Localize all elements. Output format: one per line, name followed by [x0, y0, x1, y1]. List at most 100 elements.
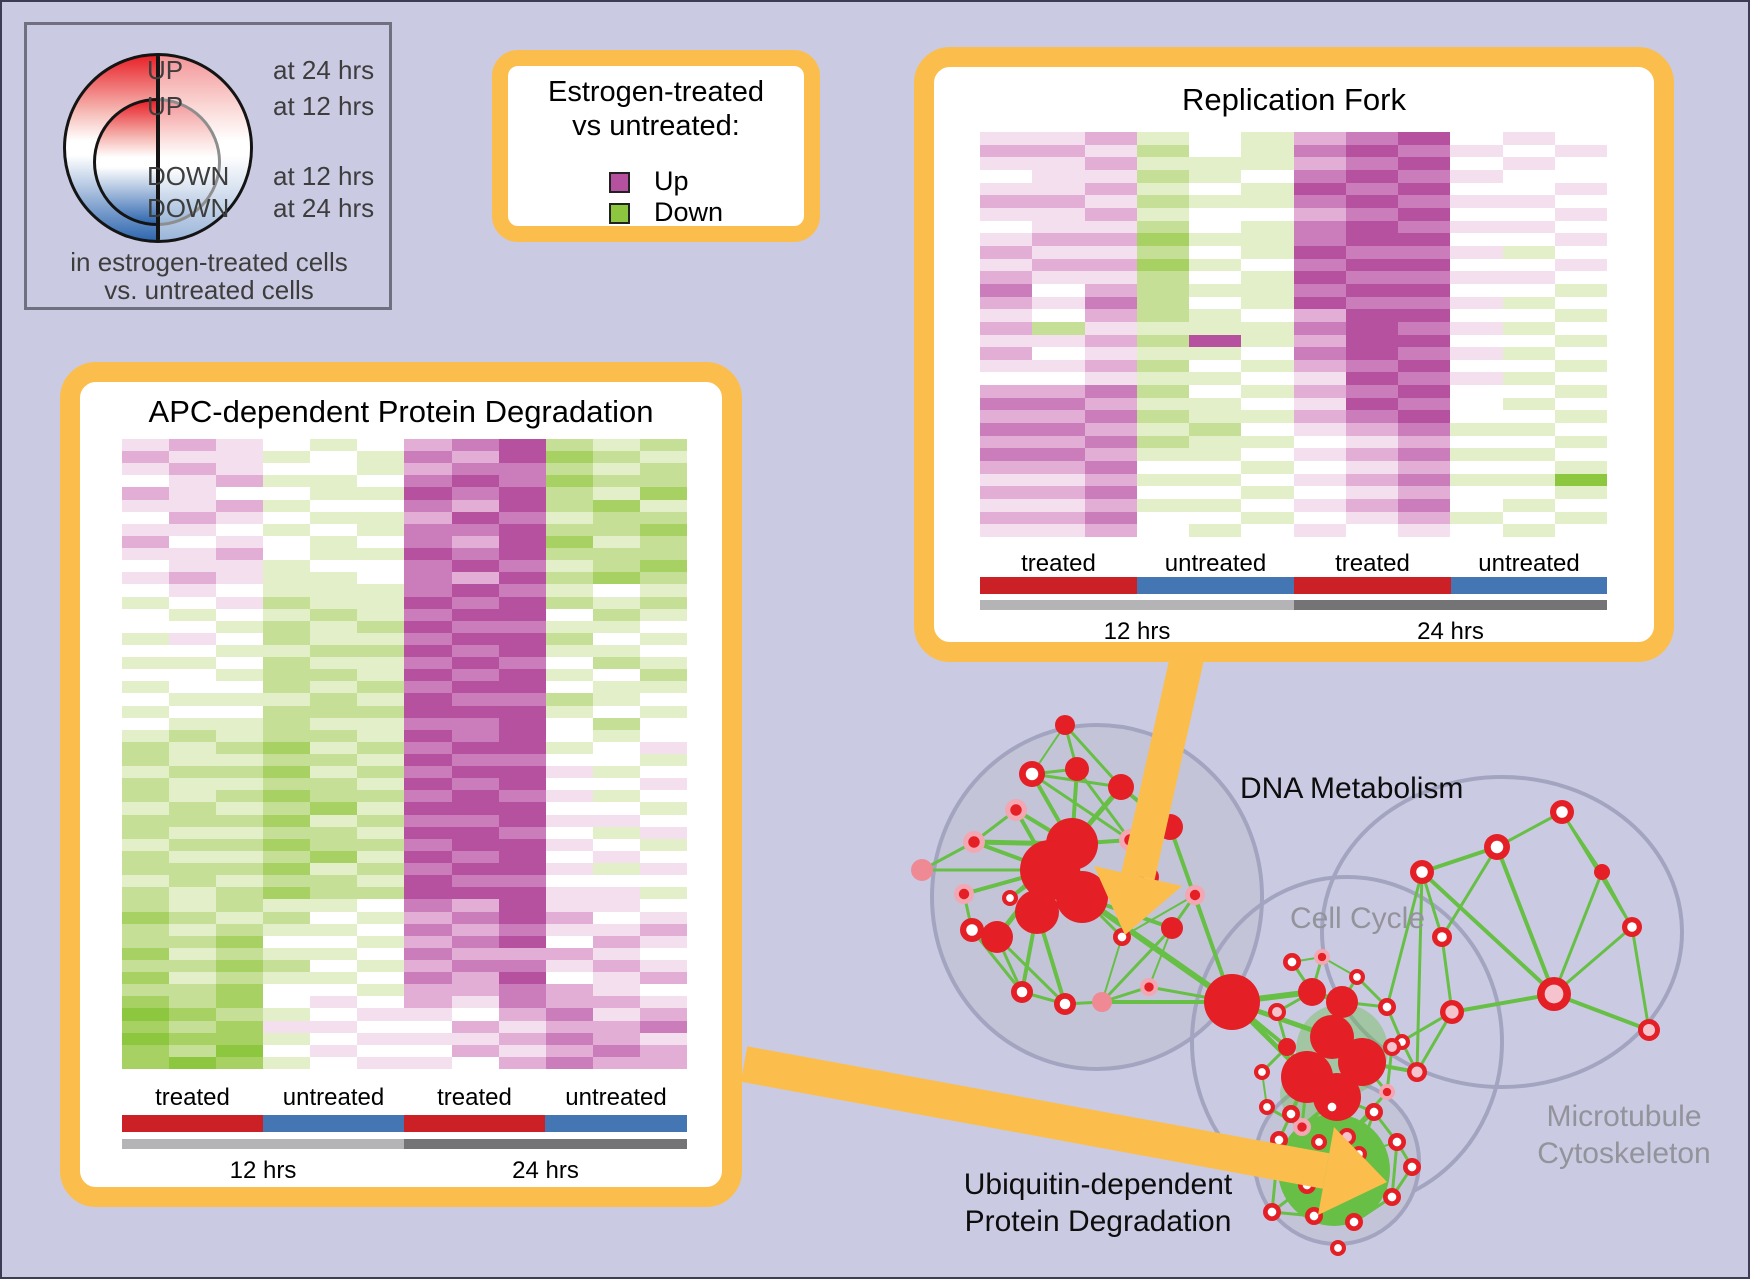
heatmap-cell	[1502, 245, 1555, 259]
heatmap-cell	[1084, 435, 1137, 449]
heatmap-cell	[1032, 359, 1085, 373]
heatmap-cell	[639, 620, 687, 633]
heatmap-cell	[1450, 359, 1503, 373]
heatmap-cell	[1032, 157, 1085, 170]
heatmap-cell	[1450, 233, 1503, 246]
heatmap-cell	[357, 911, 405, 924]
heatmap-cell	[1032, 435, 1085, 449]
heatmap-cell	[310, 959, 358, 973]
gene-node-pink-ring-center	[958, 888, 970, 900]
heatmap-cell	[639, 511, 687, 524]
heatmap-cell	[592, 535, 640, 549]
heatmap-cell	[263, 487, 311, 500]
heatmap-cell	[404, 911, 452, 924]
heatmap-cell	[263, 1008, 311, 1021]
heatmap-cell	[545, 511, 593, 524]
heatmap-cell	[310, 669, 358, 682]
callout-arrow-head-apc-to-ubiquitin	[1318, 1127, 1387, 1215]
heatmap-cell	[1293, 144, 1346, 158]
updown-legend-title-line1: Estrogen-treated	[547, 76, 764, 108]
heatmap-cell	[1450, 132, 1503, 145]
heatmap-cell	[169, 1008, 217, 1021]
heatmap-cell	[980, 245, 1033, 259]
heatmap-cell	[592, 935, 640, 948]
heatmap-cell	[1345, 258, 1398, 272]
network-edge	[1080, 894, 1234, 1005]
heatmap-cell	[592, 669, 640, 682]
gene-node-ring-center	[1353, 973, 1361, 981]
heatmap-cell	[980, 448, 1033, 462]
gene-node-ring-center	[1392, 1137, 1402, 1147]
heatmap-cell	[545, 608, 593, 621]
network-edge	[1415, 871, 1424, 1073]
heatmap-cell	[545, 766, 593, 779]
heatmap-cell	[1241, 499, 1294, 512]
heatmap-cell	[357, 584, 405, 597]
gene-node-ring-center	[1274, 1135, 1284, 1145]
heatmap-cell	[1032, 511, 1085, 525]
heatmap-cell	[980, 321, 1033, 335]
heatmap-cell	[498, 1044, 546, 1057]
heatmap-cell	[1136, 524, 1189, 537]
heatmap-cell	[639, 947, 687, 960]
heatmap-cell	[122, 657, 170, 670]
heatmap-cell	[1554, 423, 1607, 436]
heatmap-cell	[404, 887, 452, 900]
callout-arrow-head-replication-fork-to-dna	[1094, 866, 1182, 935]
heatmap-cell	[404, 1044, 452, 1057]
heatmap-cell	[451, 1008, 499, 1021]
heatmap-cell	[216, 1056, 264, 1069]
heatmap-cell	[1032, 499, 1085, 512]
ring-legend-diagram	[63, 53, 253, 243]
heatmap-cell	[263, 572, 311, 585]
heatmap-cell	[1554, 397, 1607, 411]
rf-group-untreated-24: untreated	[1478, 550, 1580, 577]
gene-node-ring-center	[1117, 932, 1127, 942]
heatmap-cell	[1189, 435, 1242, 449]
heatmap-cell	[1136, 448, 1189, 462]
heatmap-cell	[122, 911, 170, 924]
heatmap-cell	[545, 984, 593, 997]
heatmap-cell	[310, 790, 358, 803]
heatmap-cell	[169, 644, 217, 658]
heatmap-cell	[169, 657, 217, 670]
gene-node-solid	[1056, 871, 1108, 923]
heatmap-cell	[357, 596, 405, 609]
heatmap-cell	[498, 802, 546, 815]
heatmap-cell	[1189, 220, 1242, 234]
heatmap-cell	[216, 947, 264, 960]
heatmap-cell	[216, 863, 264, 876]
heatmap-cell	[1450, 486, 1503, 500]
heatmap-cell	[1293, 245, 1346, 259]
gene-node-ring-center	[1309, 1211, 1319, 1221]
heatmap-cell	[263, 439, 311, 452]
heatmap-cell	[216, 850, 264, 864]
heatmap-cell	[1136, 195, 1189, 208]
heatmap-cell	[1084, 511, 1137, 525]
heatmap-cell	[1450, 448, 1503, 462]
heatmap-cell	[1554, 461, 1607, 474]
heatmap-cell	[451, 535, 499, 549]
rf-bar-12hrs	[980, 600, 1294, 610]
heatmap-cell	[169, 717, 217, 730]
heatmap-cell	[169, 535, 217, 549]
heatmap-cell	[1189, 207, 1242, 221]
heatmap-cell	[1189, 372, 1242, 386]
heatmap-cell	[639, 523, 687, 536]
heatmap-cell	[592, 1032, 640, 1045]
heatmap-cell	[980, 473, 1033, 487]
heatmap-cell	[1189, 410, 1242, 424]
heatmap-cell	[1032, 410, 1085, 424]
heatmap-cell	[1345, 169, 1398, 183]
heatmap-cell	[1136, 233, 1189, 246]
heatmap-cell	[1502, 271, 1555, 284]
heatmap-cell	[122, 972, 170, 985]
heatmap-cell	[169, 984, 217, 997]
heatmap-cell	[592, 1044, 640, 1057]
gene-node-ring-center	[1416, 866, 1428, 878]
heatmap-cell	[216, 887, 264, 900]
heatmap-cell	[310, 439, 358, 452]
heatmap-cell	[1554, 296, 1607, 310]
gene-node-ring-center	[1267, 1207, 1277, 1217]
